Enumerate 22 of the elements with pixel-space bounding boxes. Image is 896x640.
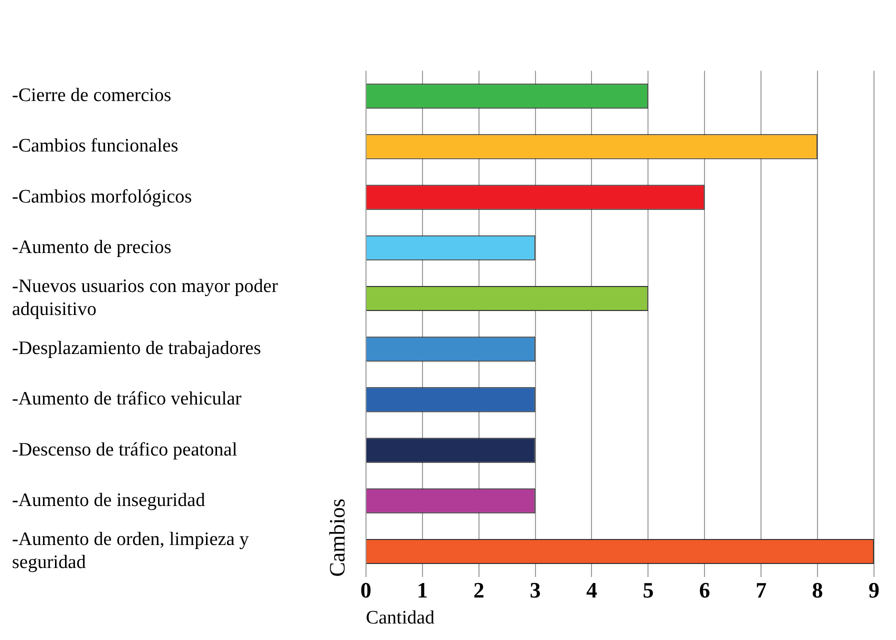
y-tick-label: -Aumento de tráfico vehicular [12, 388, 242, 410]
y-tick-label: -Cambios morfológicos [12, 186, 192, 208]
x-tick-label: 2 [473, 578, 484, 603]
y-tick-label: -Aumento de inseguridad [12, 490, 206, 511]
x-tick-label: 3 [530, 578, 541, 603]
y-tick-label: -Aumento de orden, limpieza y seguridad [12, 529, 250, 573]
x-tick-label: 0 [360, 578, 372, 603]
y-tick-label: -Cierre de comercios [12, 85, 172, 106]
y-tick-label: -Descenso de tráfico peatonal [12, 439, 238, 460]
x-axis-title: Cantidad [366, 608, 436, 629]
y-tick-label: -Desplazamiento de trabajadores [12, 338, 261, 360]
x-tick-label: 4 [586, 578, 598, 603]
x-tick-label: 6 [699, 578, 710, 603]
x-tick-label: 7 [756, 578, 767, 603]
x-tick-label: 5 [642, 578, 654, 603]
y-axis-title: Cambios [324, 498, 350, 577]
x-tick-label: 9 [868, 578, 880, 603]
y-tick-label: -Nuevos usuarios con mayor poder adquisitivo [12, 276, 279, 320]
y-tick-label: -Aumento de precios [12, 236, 172, 258]
x-tick-label: 8 [812, 578, 824, 603]
y-tick-label: -Cambios funcionales [12, 136, 178, 157]
x-tick-label: 1 [416, 578, 428, 603]
